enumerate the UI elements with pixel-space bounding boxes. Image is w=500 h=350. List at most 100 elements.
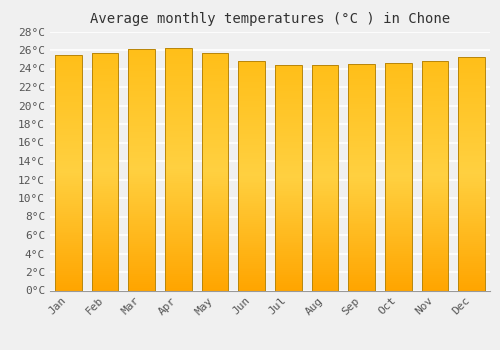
- Bar: [238, 93, 265, 96]
- Bar: [348, 64, 375, 66]
- Bar: [348, 134, 375, 136]
- Bar: [385, 277, 411, 279]
- Bar: [385, 65, 411, 67]
- Bar: [348, 272, 375, 273]
- Bar: [422, 140, 448, 141]
- Bar: [128, 182, 155, 184]
- Bar: [165, 78, 192, 81]
- Bar: [385, 126, 411, 127]
- Bar: [422, 222, 448, 224]
- Bar: [165, 206, 192, 208]
- Bar: [275, 136, 301, 138]
- Bar: [275, 65, 301, 290]
- Bar: [275, 277, 301, 279]
- Bar: [202, 138, 228, 140]
- Bar: [238, 145, 265, 147]
- Bar: [275, 253, 301, 255]
- Bar: [165, 76, 192, 78]
- Bar: [165, 196, 192, 198]
- Bar: [202, 255, 228, 257]
- Bar: [202, 251, 228, 253]
- Bar: [128, 260, 155, 262]
- Bar: [422, 189, 448, 191]
- Bar: [55, 287, 82, 288]
- Bar: [202, 170, 228, 172]
- Bar: [55, 82, 82, 84]
- Bar: [312, 253, 338, 255]
- Bar: [55, 74, 82, 76]
- Bar: [238, 182, 265, 183]
- Bar: [312, 244, 338, 245]
- Bar: [165, 84, 192, 86]
- Bar: [128, 228, 155, 230]
- Bar: [348, 220, 375, 223]
- Bar: [385, 158, 411, 160]
- Bar: [348, 126, 375, 128]
- Bar: [165, 208, 192, 210]
- Bar: [55, 202, 82, 204]
- Bar: [458, 65, 485, 67]
- Bar: [92, 53, 118, 290]
- Bar: [202, 100, 228, 102]
- Bar: [275, 157, 301, 159]
- Bar: [312, 234, 338, 236]
- Bar: [312, 238, 338, 240]
- Bar: [202, 273, 228, 275]
- Bar: [128, 202, 155, 204]
- Bar: [422, 61, 448, 290]
- Bar: [348, 130, 375, 132]
- Bar: [55, 208, 82, 210]
- Bar: [312, 114, 338, 116]
- Bar: [92, 201, 118, 203]
- Bar: [238, 285, 265, 287]
- Bar: [312, 251, 338, 253]
- Bar: [458, 228, 485, 230]
- Bar: [275, 85, 301, 88]
- Bar: [165, 230, 192, 232]
- Bar: [348, 73, 375, 75]
- Bar: [385, 72, 411, 74]
- Bar: [422, 67, 448, 69]
- Bar: [165, 99, 192, 101]
- Bar: [422, 225, 448, 228]
- Bar: [458, 180, 485, 182]
- Bar: [128, 144, 155, 146]
- Bar: [128, 248, 155, 250]
- Bar: [202, 53, 228, 290]
- Bar: [458, 124, 485, 125]
- Bar: [385, 201, 411, 203]
- Bar: [238, 248, 265, 250]
- Bar: [165, 270, 192, 272]
- Bar: [165, 125, 192, 127]
- Bar: [165, 189, 192, 191]
- Bar: [92, 124, 118, 126]
- Bar: [458, 143, 485, 145]
- Bar: [55, 259, 82, 261]
- Bar: [165, 183, 192, 186]
- Bar: [238, 103, 265, 105]
- Bar: [422, 195, 448, 197]
- Bar: [238, 111, 265, 113]
- Bar: [128, 103, 155, 105]
- Bar: [275, 210, 301, 211]
- Bar: [165, 286, 192, 288]
- Bar: [385, 110, 411, 112]
- Bar: [238, 260, 265, 262]
- Bar: [348, 215, 375, 217]
- Bar: [348, 223, 375, 224]
- Bar: [312, 198, 338, 200]
- Bar: [128, 214, 155, 216]
- Bar: [128, 246, 155, 248]
- Bar: [202, 98, 228, 100]
- Bar: [165, 238, 192, 240]
- Bar: [238, 71, 265, 72]
- Bar: [385, 190, 411, 192]
- Bar: [422, 246, 448, 248]
- Bar: [165, 216, 192, 218]
- Bar: [55, 143, 82, 145]
- Bar: [92, 162, 118, 164]
- Bar: [312, 185, 338, 187]
- Bar: [385, 184, 411, 186]
- Bar: [55, 188, 82, 190]
- Bar: [385, 63, 411, 290]
